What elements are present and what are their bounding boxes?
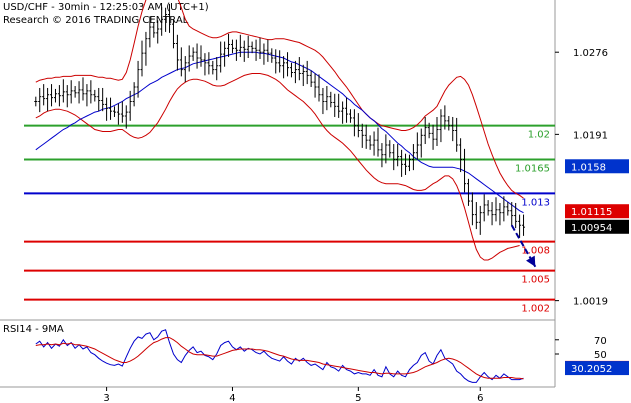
copyright-note: Research © 2016 TRADING CENTRAL	[3, 15, 189, 26]
level-label-2: 1.013	[521, 197, 550, 208]
bollinger-upper-line	[35, 0, 524, 199]
rsi-series-0	[35, 329, 524, 383]
price-tick-label-0: 1.0276	[573, 48, 608, 59]
time-tick-label-3: 6	[477, 393, 483, 403]
price-tag-1	[565, 204, 629, 219]
rsi-value-tag-label-1: 30.2052	[571, 364, 612, 375]
price-tick-label-1: 1.0191	[573, 130, 608, 141]
current-price-tag-9	[565, 219, 629, 234]
moving-average-line	[35, 51, 524, 214]
level-label-1: 1.0165	[515, 164, 550, 175]
time-tick-label-0: 3	[103, 393, 109, 403]
rsi-panel-title: RSI14 - 9MA	[3, 324, 64, 335]
price-tag-0	[565, 159, 629, 174]
current-price-tag-label-9: 1.00954	[571, 223, 612, 234]
chart-title: USD/CHF - 30min - 12:25:03 AM (UTC+1)	[3, 2, 209, 13]
forecast-arrow-head	[526, 255, 536, 267]
level-label-5: 1.002	[521, 304, 550, 315]
rsi-tick-label-1: 50	[594, 350, 607, 361]
rsi-value-tag-1	[565, 361, 629, 376]
price-tick-label-2: 1.0019	[573, 297, 608, 308]
rsi-series-1	[35, 337, 524, 380]
rsi-tick-label-0: 70	[594, 336, 607, 347]
bollinger-lower-line	[35, 73, 520, 261]
level-label-0: 1.02	[528, 130, 550, 141]
time-tick-label-2: 5	[355, 393, 361, 403]
level-label-3: 1.008	[521, 246, 550, 257]
price-tag-label-0: 1.0158	[571, 162, 606, 173]
level-label-4: 1.005	[521, 275, 550, 286]
price-tag-label-1: 1.01115	[571, 207, 612, 218]
time-tick-label-1: 4	[229, 393, 235, 403]
